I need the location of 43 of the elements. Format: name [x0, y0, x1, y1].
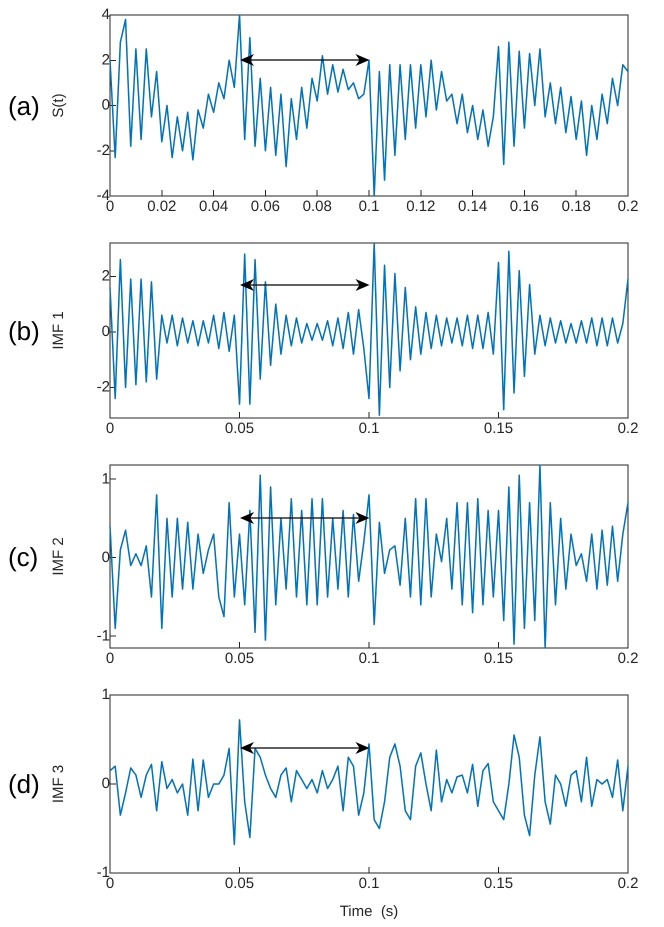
x-tick-label: 0.02: [147, 198, 176, 216]
x-tick-label: 0.1: [358, 650, 380, 668]
x-tick-label: 0.16: [510, 198, 539, 216]
y-tick-label: 2: [102, 267, 110, 284]
x-tick-label: 0.04: [199, 198, 228, 216]
x-tick-label: 0.2: [618, 875, 638, 892]
y-tick-label: -2: [96, 142, 110, 159]
x-tick-label: 0.1: [358, 875, 380, 892]
text: (c): [8, 542, 38, 572]
y-tick-label: 1: [102, 470, 110, 488]
x-tick-label: 0.05: [224, 420, 254, 438]
y-tick-label: 0: [102, 96, 110, 114]
text: (b): [8, 316, 40, 346]
x-tick-label: 0.2: [618, 650, 638, 668]
y-tick-label: 2: [102, 51, 110, 68]
x-tick-label: 0.18: [562, 198, 591, 216]
y-tick-label: -2: [96, 378, 110, 396]
x-tick-label: 0.15: [484, 875, 514, 892]
y-axis-title: IMF 3: [50, 764, 68, 804]
y-axis-title: IMF 2: [50, 537, 68, 576]
x-tick-label: 0.12: [406, 198, 436, 216]
y-axis-title: S(t): [50, 93, 68, 118]
x-tick-label: 0.06: [250, 198, 280, 216]
text: (d): [8, 769, 40, 799]
y-tick-label: -1: [96, 627, 110, 644]
x-tick-label: 0.2: [618, 198, 638, 216]
x-tick-label: 0.14: [458, 198, 488, 216]
y-axis-title: IMF 1: [50, 311, 68, 350]
y-tick-label: 4: [102, 6, 110, 24]
y-tick-label: 0: [102, 323, 110, 340]
x-tick-label: 0.05: [224, 875, 254, 892]
x-tick-label: 0.08: [302, 198, 332, 216]
y-tick-label: 0: [102, 548, 110, 566]
x-tick-label: 0.15: [484, 650, 514, 668]
text: (a): [8, 90, 40, 120]
x-tick-label: 0.05: [224, 650, 254, 668]
x-tick-label: 0.1: [358, 198, 380, 216]
y-tick-label: 1: [102, 686, 110, 704]
x-tick-label: 0.15: [484, 420, 514, 438]
y-tick-label: 0: [102, 775, 110, 792]
x-tick-label: 0.2: [618, 420, 638, 438]
x-axis-title: Time (s): [340, 903, 398, 920]
x-tick-label: 0.1: [358, 420, 380, 438]
